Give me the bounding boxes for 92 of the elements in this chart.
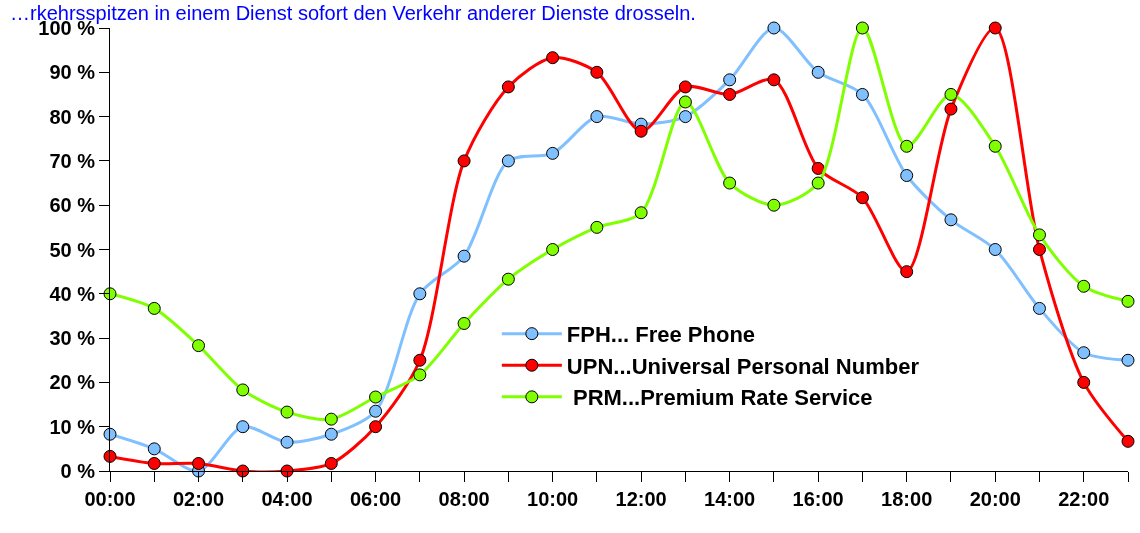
point	[723, 176, 737, 190]
point	[103, 449, 117, 463]
point	[1121, 353, 1135, 367]
point	[944, 213, 958, 227]
point	[457, 249, 471, 263]
point	[634, 206, 648, 220]
point	[369, 420, 383, 434]
point	[855, 191, 869, 205]
point	[147, 442, 161, 456]
y-tick-label: 60 %	[49, 194, 96, 217]
point	[988, 21, 1002, 35]
x-tick-label: 08:00	[438, 488, 490, 510]
point	[900, 169, 914, 183]
y-tick-label: 20 %	[49, 371, 96, 394]
point	[767, 21, 781, 35]
point	[1077, 346, 1091, 360]
point	[723, 73, 737, 87]
point	[280, 405, 294, 419]
point	[546, 146, 560, 160]
point	[678, 110, 692, 124]
point	[1032, 228, 1046, 242]
x-tick-label: 04:00	[261, 488, 313, 510]
point	[678, 80, 692, 94]
point	[147, 301, 161, 315]
point	[236, 420, 250, 434]
point	[855, 87, 869, 101]
y-tick-label: 90 %	[49, 61, 96, 84]
x-tick-label: 20:00	[969, 488, 1021, 510]
point	[413, 368, 427, 382]
point	[1077, 375, 1091, 389]
point	[546, 51, 560, 65]
point	[457, 316, 471, 330]
x-tick-label: 22:00	[1058, 488, 1110, 510]
x-tick-label: 02:00	[172, 488, 225, 510]
point	[324, 427, 338, 441]
x-tick-label: 12:00	[615, 488, 667, 510]
point	[369, 390, 383, 404]
point	[324, 456, 338, 470]
point	[192, 456, 206, 470]
x-tick-label: 18:00	[881, 488, 933, 510]
y-tick-label: 50 %	[49, 238, 96, 261]
y-tick-label: 80 %	[49, 105, 96, 128]
point	[413, 353, 427, 367]
point	[501, 154, 515, 168]
point	[1077, 279, 1091, 293]
point	[369, 404, 383, 418]
legend-label: PRM...Premium Rate Service	[566, 385, 873, 411]
y-tick-label: 40 %	[49, 282, 96, 305]
point	[413, 287, 427, 301]
point	[192, 339, 206, 353]
point	[280, 435, 294, 449]
point	[855, 21, 869, 35]
legend-label: UPN...Universal Personal Number	[566, 353, 920, 379]
point	[1032, 301, 1046, 315]
point	[811, 176, 825, 190]
x-tick-label: 14:00	[704, 488, 756, 510]
point	[103, 427, 117, 441]
point	[767, 73, 781, 87]
y-tick-label: 70 %	[49, 149, 96, 172]
point	[723, 87, 737, 101]
point	[501, 272, 515, 286]
x-tick-label: 06:00	[349, 488, 402, 510]
point	[988, 243, 1002, 256]
point	[634, 124, 648, 138]
point	[1121, 434, 1135, 448]
point	[900, 265, 914, 279]
point	[767, 198, 781, 212]
point	[988, 139, 1002, 153]
x-tick-label: 10:00	[527, 488, 579, 510]
point	[811, 161, 825, 175]
point	[546, 243, 560, 256]
point	[590, 65, 604, 79]
legend-label: FPH... Free Phone	[566, 322, 756, 348]
point	[678, 95, 692, 109]
point	[236, 383, 250, 397]
y-tick-label: 0 %	[60, 460, 96, 482]
point	[944, 102, 958, 116]
y-tick-label: 30 %	[49, 327, 96, 350]
x-tick-label: 00:00	[84, 488, 136, 510]
point	[900, 139, 914, 153]
x-tick-label: 16:00	[792, 488, 844, 510]
point	[944, 87, 958, 101]
point	[590, 110, 604, 124]
point	[147, 456, 161, 470]
point	[324, 412, 338, 426]
y-tick-label: 10 %	[49, 415, 96, 438]
point	[811, 65, 825, 79]
point	[1032, 243, 1046, 256]
point	[590, 220, 604, 234]
point	[501, 80, 515, 94]
point	[1121, 294, 1135, 308]
point	[457, 154, 471, 168]
